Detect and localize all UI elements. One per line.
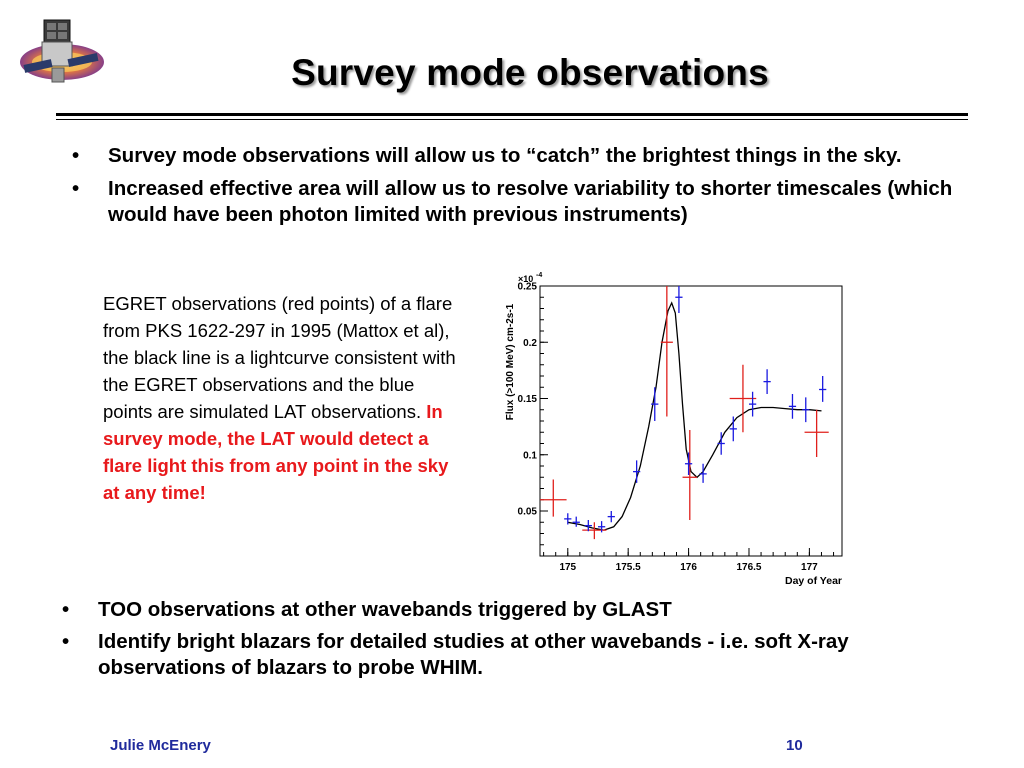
slide-title: Survey mode observations [291, 52, 769, 93]
x-tick-label: 177 [801, 562, 818, 573]
bullet-text: Identify bright blazars for detailed stu… [98, 630, 849, 679]
caption-highlight: In survey mode, the LAT would detect a f… [103, 401, 449, 503]
y-tick-label: 0.25 [518, 282, 538, 293]
lat-data-point [788, 394, 797, 419]
y-tick-label: 0.05 [518, 507, 538, 518]
caption-text: EGRET observations (red points) of a fla… [103, 293, 456, 422]
egret-data-point [804, 409, 829, 457]
bullet-text: Increased effective area will allow us t… [108, 177, 953, 226]
x-tick-label: 176.5 [736, 562, 761, 573]
bullet-marker: • [62, 598, 70, 621]
x-tick-label: 175 [559, 562, 576, 573]
bullet-marker: • [62, 630, 70, 653]
y-multiplier-exponent: -4 [536, 272, 542, 279]
bullet-item: • Survey mode observations will allow us… [72, 143, 962, 169]
glast-satellite-logo-icon [20, 19, 104, 83]
title-rule-thin [56, 119, 968, 120]
lat-data-point [729, 416, 737, 442]
lat-data-point [802, 397, 810, 423]
lat-data-point [572, 516, 580, 527]
y-tick-label: 0.2 [523, 338, 537, 349]
x-axis-label: Day of Year [785, 575, 842, 587]
egret-data-point [582, 522, 607, 540]
lat-data-point [684, 452, 693, 475]
bullet-marker: • [72, 144, 80, 167]
egret-data-point [729, 364, 757, 433]
lat-data-point [717, 432, 725, 455]
bullet-item: • Increased effective area will allow us… [72, 176, 962, 228]
y-tick-label: 0.15 [518, 394, 538, 405]
lightcurve-chart: 175 175.5 176 176.5 177 0.05 0.1 0.15 0.2 0.25×10… [505, 272, 843, 587]
lat-data-point [584, 520, 592, 532]
lat-data-point [597, 521, 606, 533]
lat-data-point [607, 511, 615, 523]
lat-data-point [763, 369, 771, 394]
title-rule-thick [56, 113, 968, 116]
x-tick-label: 175.5 [616, 562, 641, 573]
y-multiplier-label: ×10 [518, 274, 533, 284]
plot-frame [539, 285, 843, 557]
bullet-text: Survey mode observations will allow us t… [108, 144, 902, 167]
figure-caption: EGRET observations (red points) of a fla… [103, 290, 458, 506]
y-axis-label: Flux (>100 MeV) cm-2s-1 [505, 303, 516, 420]
bullet-marker: • [72, 177, 80, 200]
bullet-item: • Identify bright blazars for detailed s… [62, 629, 962, 681]
lat-data-point [748, 391, 757, 417]
bullet-text: TOO observations at other wavebands trig… [98, 598, 672, 621]
egret-data-point [660, 286, 673, 417]
lightcurve-line [567, 301, 822, 531]
footer-author: Julie McEnery [110, 737, 211, 754]
page-number: 10 [786, 737, 803, 754]
lat-data-point [564, 513, 572, 525]
lat-data-point [633, 460, 641, 483]
top-bullet-list: • Survey mode observations will allow us… [72, 143, 962, 235]
lat-data-point [819, 376, 827, 402]
egret-data-point [682, 430, 698, 520]
egret-data-point [540, 479, 567, 517]
lat-data-point [675, 286, 683, 313]
y-tick-label: 0.1 [523, 450, 537, 461]
x-tick-label: 176 [680, 562, 697, 573]
lat-data-point [651, 387, 659, 421]
bullet-item: • TOO observations at other wavebands tr… [62, 597, 962, 623]
lat-data-point [699, 463, 707, 483]
bottom-bullet-list: • TOO observations at other wavebands tr… [62, 597, 962, 687]
